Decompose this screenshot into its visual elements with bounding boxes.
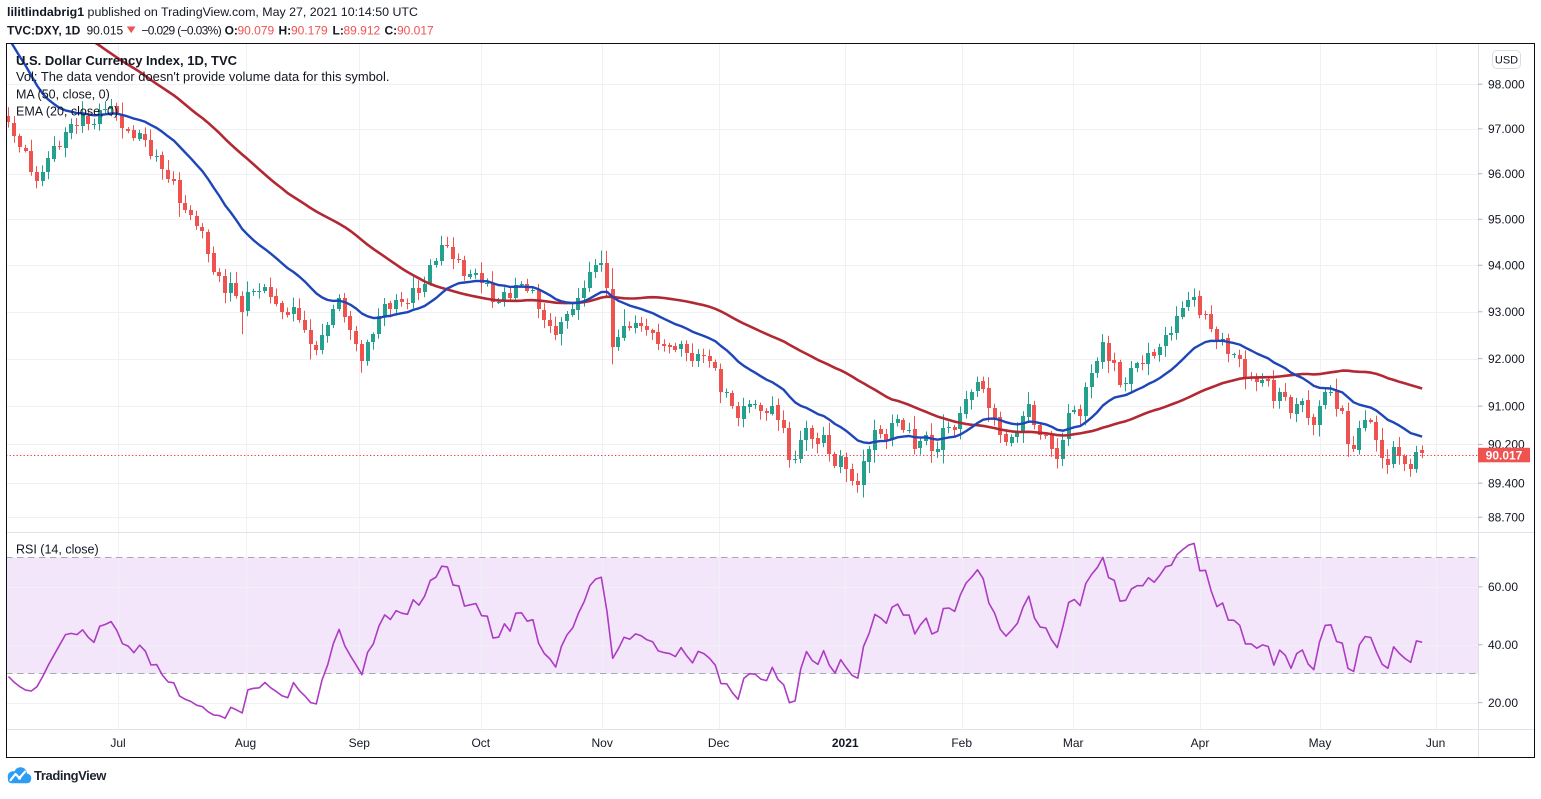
svg-text:90.079: 90.079	[238, 24, 275, 38]
svg-text:88.700: 88.700	[1488, 510, 1525, 524]
svg-text:RSI (14, close): RSI (14, close)	[16, 543, 99, 557]
svg-text:89.400: 89.400	[1488, 476, 1525, 490]
svg-text:Apr: Apr	[1191, 736, 1210, 750]
svg-text:20.00: 20.00	[1488, 696, 1518, 710]
svg-text:Jun: Jun	[1426, 736, 1445, 750]
svg-text:90.017: 90.017	[397, 24, 434, 38]
svg-text:90.017: 90.017	[1486, 448, 1523, 462]
svg-text:90.015: 90.015	[87, 24, 124, 38]
svg-text:Nov: Nov	[592, 736, 613, 750]
svg-text:92.000: 92.000	[1488, 352, 1525, 366]
svg-text:Oct: Oct	[471, 736, 490, 750]
svg-text:97.000: 97.000	[1488, 122, 1525, 136]
svg-text:L:: L:	[333, 24, 344, 38]
svg-text:MA (50, close, 0): MA (50, close, 0)	[16, 88, 110, 102]
svg-text:EMA (20, close, 0): EMA (20, close, 0)	[16, 105, 118, 119]
svg-text:95.000: 95.000	[1488, 212, 1525, 226]
svg-text:USD: USD	[1495, 55, 1518, 67]
svg-text:Vol: The data vendor doesn't p: Vol: The data vendor doesn't provide vol…	[16, 69, 389, 84]
svg-text:U.S. Dollar Currency Index, 1D: U.S. Dollar Currency Index, 1D, TVC	[16, 53, 238, 68]
svg-text:91.000: 91.000	[1488, 399, 1525, 413]
svg-text:O:: O:	[225, 24, 238, 38]
svg-text:−0.029 (−0.03%): −0.029 (−0.03%)	[141, 24, 221, 38]
svg-text:40.00: 40.00	[1488, 638, 1518, 652]
svg-text:Aug: Aug	[235, 736, 256, 750]
svg-text:C:: C:	[385, 24, 398, 38]
svg-text:93.000: 93.000	[1488, 305, 1525, 319]
svg-text:Dec: Dec	[708, 736, 729, 750]
svg-text:Sep: Sep	[349, 736, 371, 750]
svg-text:lilitlindabrig1 published on T: lilitlindabrig1 published on TradingView…	[7, 5, 418, 19]
svg-text:90.179: 90.179	[291, 24, 328, 38]
svg-text:May: May	[1309, 736, 1332, 750]
svg-text:89.912: 89.912	[344, 24, 381, 38]
svg-text:60.00: 60.00	[1488, 580, 1518, 594]
svg-text:2021: 2021	[832, 736, 859, 750]
svg-text:TradingView: TradingView	[34, 768, 107, 783]
svg-text:TVC:DXY, 1D: TVC:DXY, 1D	[7, 24, 81, 38]
svg-text:H:: H:	[279, 24, 292, 38]
svg-text:98.000: 98.000	[1488, 78, 1525, 92]
svg-text:94.000: 94.000	[1488, 258, 1525, 272]
svg-text:96.000: 96.000	[1488, 167, 1525, 181]
svg-text:Feb: Feb	[951, 736, 972, 750]
svg-text:Mar: Mar	[1063, 736, 1084, 750]
svg-text:Jul: Jul	[110, 736, 125, 750]
